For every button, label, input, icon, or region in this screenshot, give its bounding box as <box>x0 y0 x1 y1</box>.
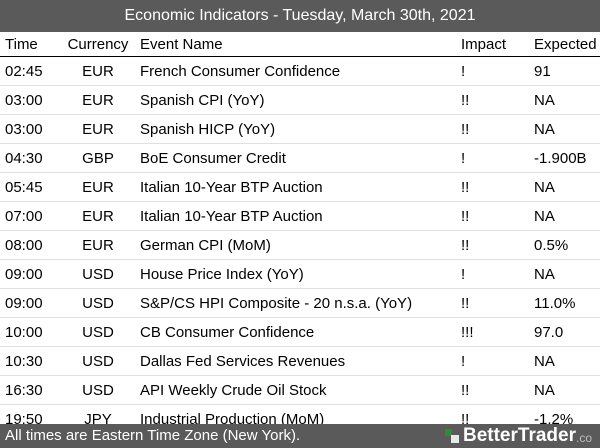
table-row: 03:00 EUR Spanish CPI (YoY) !! NA <box>0 86 600 115</box>
table-row: 05:45 EUR Italian 10-Year BTP Auction !!… <box>0 173 600 202</box>
row-time: 10:30 <box>5 352 43 370</box>
row-impact: !! <box>461 120 470 138</box>
row-expected: NA <box>534 265 555 283</box>
row-time: 16:30 <box>5 381 43 399</box>
row-event: Dallas Fed Services Revenues <box>140 352 346 370</box>
row-time: 07:00 <box>5 207 43 225</box>
table-row: 08:00 EUR German CPI (MoM) !! 0.5% <box>0 231 600 260</box>
row-expected: 0.5% <box>534 236 569 254</box>
table-row: 02:45 EUR French Consumer Confidence ! 9… <box>0 57 600 86</box>
row-time: 03:00 <box>5 120 43 138</box>
column-header-currency: Currency <box>67 35 129 53</box>
row-impact: !! <box>461 178 470 196</box>
row-expected: NA <box>534 352 555 370</box>
row-impact: ! <box>461 62 466 80</box>
row-currency: EUR <box>82 207 114 225</box>
row-event: French Consumer Confidence <box>140 62 341 80</box>
column-header-expected: Expected <box>534 35 597 53</box>
row-impact: !! <box>461 91 470 109</box>
row-expected: -1.900B <box>534 149 587 167</box>
table-row: 16:30 USD API Weekly Crude Oil Stock !! … <box>0 376 600 405</box>
page-title: Economic Indicators - Tuesday, March 30t… <box>0 0 600 32</box>
column-header-time: Time <box>5 35 38 53</box>
row-impact: !! <box>461 294 470 312</box>
row-time: 02:45 <box>5 62 43 80</box>
row-event: Italian 10-Year BTP Auction <box>140 207 323 225</box>
brand-logo[interactable]: Better Trader .co <box>444 425 592 447</box>
table-row: 03:00 EUR Spanish HICP (YoY) !! NA <box>0 115 600 144</box>
row-event: Italian 10-Year BTP Auction <box>140 178 323 196</box>
row-event: Spanish CPI (YoY) <box>140 91 265 109</box>
row-impact: !! <box>461 207 470 225</box>
row-expected: NA <box>534 91 555 109</box>
indicators-table: Time Currency Event Name Impact Expected… <box>0 32 600 434</box>
table-row: 10:00 USD CB Consumer Confidence !!! 97.… <box>0 318 600 347</box>
row-currency: JPY <box>84 410 112 428</box>
row-event: House Price Index (YoY) <box>140 265 304 283</box>
row-time: 08:00 <box>5 236 43 254</box>
row-impact: !! <box>461 381 470 399</box>
timezone-note: All times are Eastern Time Zone (New Yor… <box>5 427 301 444</box>
row-currency: USD <box>82 323 114 341</box>
row-event: German CPI (MoM) <box>140 236 271 254</box>
row-expected: NA <box>534 178 555 196</box>
row-impact: ! <box>461 352 466 370</box>
column-header-impact: Impact <box>461 35 507 53</box>
row-expected: NA <box>534 120 555 138</box>
row-event: Industrial Production (MoM) <box>140 410 325 428</box>
row-expected: 91 <box>534 62 551 80</box>
table-row: 09:00 USD S&P/CS HPI Composite - 20 n.s.… <box>0 289 600 318</box>
row-time: 09:00 <box>5 294 43 312</box>
table-row: 09:00 USD House Price Index (YoY) ! NA <box>0 260 600 289</box>
row-time: 05:45 <box>5 178 43 196</box>
row-impact: ! <box>461 265 466 283</box>
row-currency: USD <box>82 352 114 370</box>
row-currency: EUR <box>82 236 114 254</box>
row-expected: 97.0 <box>534 323 564 341</box>
row-time: 03:00 <box>5 91 43 109</box>
row-time: 04:30 <box>5 149 43 167</box>
row-currency: USD <box>82 265 114 283</box>
row-impact: !!! <box>461 323 474 341</box>
row-event: API Weekly Crude Oil Stock <box>140 381 327 399</box>
table-header-row: Time Currency Event Name Impact Expected <box>0 32 600 57</box>
table-row: 04:30 GBP BoE Consumer Credit ! -1.900B <box>0 144 600 173</box>
row-expected: NA <box>534 207 555 225</box>
row-impact: ! <box>461 149 466 167</box>
row-impact: !! <box>461 410 470 428</box>
row-currency: USD <box>82 294 114 312</box>
row-currency: EUR <box>82 91 114 109</box>
table-row: 10:30 USD Dallas Fed Services Revenues !… <box>0 347 600 376</box>
brand-name-part2: Trader <box>517 425 576 446</box>
row-expected: NA <box>534 381 555 399</box>
row-currency: EUR <box>82 62 114 80</box>
brand-name-part1: Better <box>462 425 518 446</box>
row-expected: 11.0% <box>534 294 576 312</box>
row-event: BoE Consumer Credit <box>140 149 286 167</box>
row-currency: EUR <box>82 120 114 138</box>
row-event: S&P/CS HPI Composite - 20 n.s.a. (YoY) <box>140 294 413 312</box>
row-currency: EUR <box>82 178 114 196</box>
bettertrader-logo-icon <box>444 429 459 443</box>
row-time: 09:00 <box>5 265 43 283</box>
column-header-event: Event Name <box>140 35 223 53</box>
table-row: 07:00 EUR Italian 10-Year BTP Auction !!… <box>0 202 600 231</box>
row-event: CB Consumer Confidence <box>140 323 315 341</box>
row-currency: GBP <box>82 149 114 167</box>
footer: All times are Eastern Time Zone (New Yor… <box>0 424 600 448</box>
table-body: 02:45 EUR French Consumer Confidence ! 9… <box>0 57 600 434</box>
row-impact: !! <box>461 236 470 254</box>
row-time: 19:50 <box>5 410 43 428</box>
row-time: 10:00 <box>5 323 43 341</box>
row-currency: USD <box>82 381 114 399</box>
row-expected: -1.2% <box>534 410 574 428</box>
row-event: Spanish HICP (YoY) <box>140 120 276 138</box>
brand-suffix: .co <box>575 431 592 445</box>
